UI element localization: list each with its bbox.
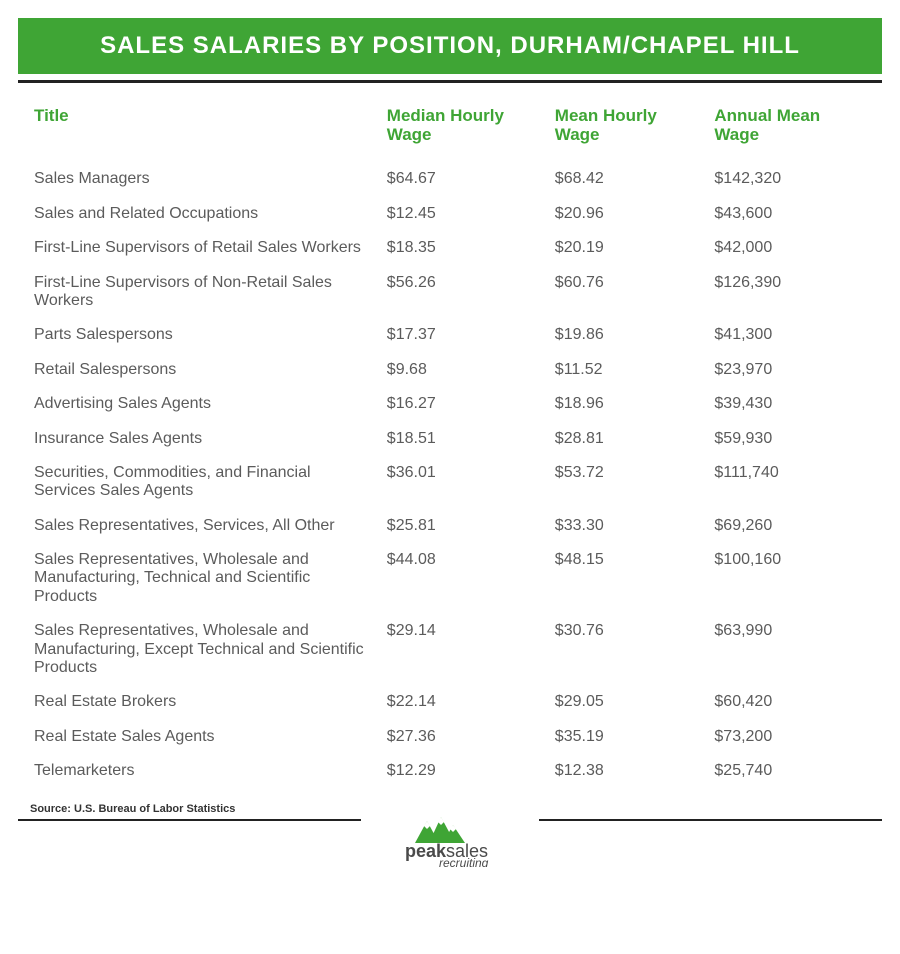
cell-value: $126,390 — [710, 266, 870, 319]
cell-title: Parts Salespersons — [30, 318, 383, 352]
cell-value: $18.35 — [383, 231, 551, 265]
cell-value: $69,260 — [710, 509, 870, 543]
table-row: First-Line Supervisors of Non-Retail Sal… — [30, 266, 870, 319]
cell-value: $33.30 — [551, 509, 711, 543]
cell-value: $53.72 — [551, 456, 711, 509]
source-line: Source: U.S. Bureau of Labor Statistics — [30, 803, 900, 815]
logo-wrap: peaksales recruiting — [0, 815, 900, 872]
cell-value: $27.36 — [383, 720, 551, 754]
cell-title: Sales Representatives, Wholesale and Man… — [30, 614, 383, 685]
cell-title: Real Estate Brokers — [30, 685, 383, 719]
cell-title: Advertising Sales Agents — [30, 387, 383, 421]
cell-title: Retail Salespersons — [30, 353, 383, 387]
cell-value: $48.15 — [551, 543, 711, 614]
cell-value: $12.38 — [551, 754, 711, 788]
table-row: Sales and Related Occupations$12.45$20.9… — [30, 197, 870, 231]
table-row: Real Estate Brokers$22.14$29.05$60,420 — [30, 685, 870, 719]
cell-value: $20.19 — [551, 231, 711, 265]
table-row: Parts Salespersons$17.37$19.86$41,300 — [30, 318, 870, 352]
cell-value: $64.67 — [383, 162, 551, 196]
logo-subtext: recruiting — [439, 856, 489, 867]
cell-value: $23,970 — [710, 353, 870, 387]
cell-value: $35.19 — [551, 720, 711, 754]
table-row: Sales Managers$64.67$68.42$142,320 — [30, 162, 870, 196]
cell-value: $16.27 — [383, 387, 551, 421]
mountain-icon: peaksales recruiting — [375, 815, 525, 867]
cell-value: $17.37 — [383, 318, 551, 352]
cell-value: $43,600 — [710, 197, 870, 231]
cell-value: $22.14 — [383, 685, 551, 719]
table-row: First-Line Supervisors of Retail Sales W… — [30, 231, 870, 265]
cell-value: $111,740 — [710, 456, 870, 509]
cell-value: $29.14 — [383, 614, 551, 685]
col-title: Title — [30, 101, 383, 162]
header-rule — [18, 80, 882, 83]
cell-value: $60.76 — [551, 266, 711, 319]
cell-value: $100,160 — [710, 543, 870, 614]
table-row: Real Estate Sales Agents$27.36$35.19$73,… — [30, 720, 870, 754]
page-title-bar: SALES SALARIES BY POSITION, DURHAM/CHAPE… — [18, 18, 882, 74]
cell-title: Sales and Related Occupations — [30, 197, 383, 231]
cell-value: $19.86 — [551, 318, 711, 352]
cell-value: $30.76 — [551, 614, 711, 685]
cell-value: $12.29 — [383, 754, 551, 788]
cell-value: $56.26 — [383, 266, 551, 319]
cell-title: Securities, Commodities, and Financial S… — [30, 456, 383, 509]
table-header-row: Title Median Hourly Wage Mean Hourly Wag… — [30, 101, 870, 162]
cell-value: $28.81 — [551, 422, 711, 456]
cell-value: $73,200 — [710, 720, 870, 754]
cell-title: Insurance Sales Agents — [30, 422, 383, 456]
cell-value: $25.81 — [383, 509, 551, 543]
cell-title: Telemarketers — [30, 754, 383, 788]
table-row: Sales Representatives, Wholesale and Man… — [30, 543, 870, 614]
table-row: Telemarketers$12.29$12.38$25,740 — [30, 754, 870, 788]
cell-title: Sales Representatives, Services, All Oth… — [30, 509, 383, 543]
table-row: Retail Salespersons$9.68$11.52$23,970 — [30, 353, 870, 387]
salary-table: Title Median Hourly Wage Mean Hourly Wag… — [30, 101, 870, 789]
cell-value: $12.45 — [383, 197, 551, 231]
cell-value: $39,430 — [710, 387, 870, 421]
col-annual-mean: Annual Mean Wage — [710, 101, 870, 162]
cell-value: $9.68 — [383, 353, 551, 387]
cell-value: $41,300 — [710, 318, 870, 352]
cell-value: $68.42 — [551, 162, 711, 196]
cell-value: $60,420 — [710, 685, 870, 719]
cell-value: $42,000 — [710, 231, 870, 265]
table-row: Insurance Sales Agents$18.51$28.81$59,93… — [30, 422, 870, 456]
cell-value: $63,990 — [710, 614, 870, 685]
salary-table-wrap: Title Median Hourly Wage Mean Hourly Wag… — [30, 101, 870, 789]
cell-value: $20.96 — [551, 197, 711, 231]
cell-value: $11.52 — [551, 353, 711, 387]
col-median-hourly: Median Hourly Wage — [383, 101, 551, 162]
table-row: Sales Representatives, Wholesale and Man… — [30, 614, 870, 685]
cell-value: $29.05 — [551, 685, 711, 719]
cell-value: $59,930 — [710, 422, 870, 456]
page-title: SALES SALARIES BY POSITION, DURHAM/CHAPE… — [100, 32, 800, 59]
cell-title: Sales Representatives, Wholesale and Man… — [30, 543, 383, 614]
table-row: Securities, Commodities, and Financial S… — [30, 456, 870, 509]
cell-title: Sales Managers — [30, 162, 383, 196]
cell-value: $36.01 — [383, 456, 551, 509]
cell-title: First-Line Supervisors of Retail Sales W… — [30, 231, 383, 265]
cell-value: $25,740 — [710, 754, 870, 788]
cell-value: $142,320 — [710, 162, 870, 196]
cell-title: First-Line Supervisors of Non-Retail Sal… — [30, 266, 383, 319]
table-row: Advertising Sales Agents$16.27$18.96$39,… — [30, 387, 870, 421]
cell-title: Real Estate Sales Agents — [30, 720, 383, 754]
peaksales-logo: peaksales recruiting — [361, 815, 539, 867]
cell-value: $18.51 — [383, 422, 551, 456]
cell-value: $44.08 — [383, 543, 551, 614]
table-row: Sales Representatives, Services, All Oth… — [30, 509, 870, 543]
col-mean-hourly: Mean Hourly Wage — [551, 101, 711, 162]
cell-value: $18.96 — [551, 387, 711, 421]
